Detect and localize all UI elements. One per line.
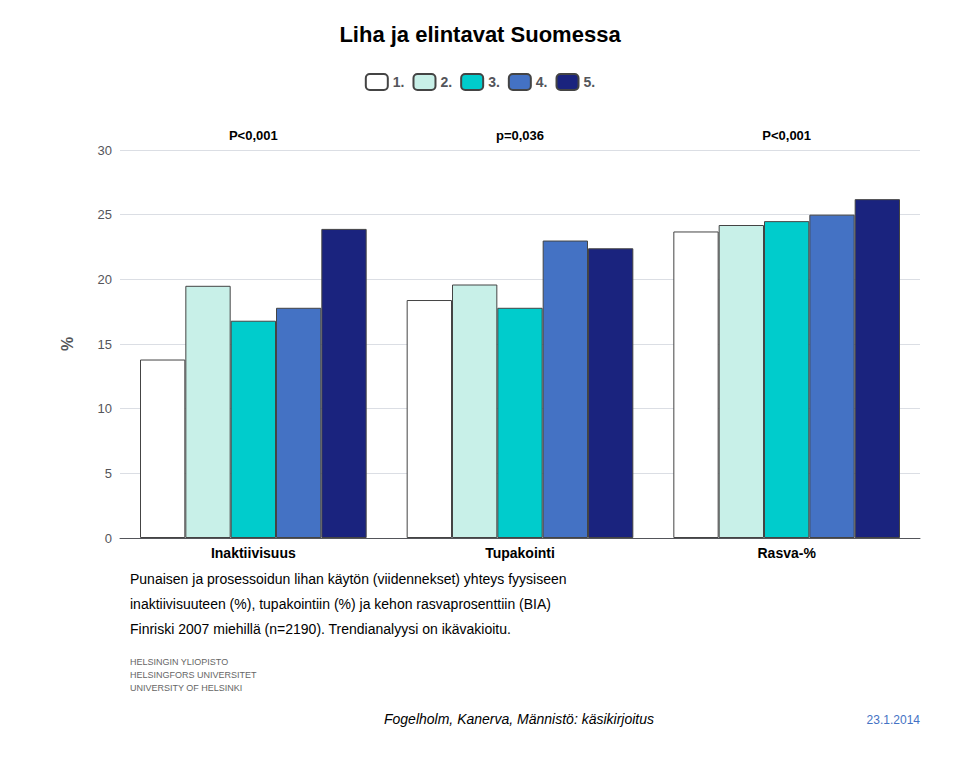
svg-text:5: 5 <box>105 466 112 481</box>
svg-text:inaktiivisuuteen (%), tupakoin: inaktiivisuuteen (%), tupakointiin (%) j… <box>130 596 551 612</box>
svg-text:15: 15 <box>98 337 112 352</box>
svg-text:5.: 5. <box>584 74 596 90</box>
svg-text:0: 0 <box>105 531 112 546</box>
svg-text:2.: 2. <box>440 74 452 90</box>
svg-text:Fogelholm, Kanerva, Männistö:: Fogelholm, Kanerva, Männistö: käsikirjoi… <box>384 711 654 727</box>
svg-text:%: % <box>59 337 76 351</box>
svg-text:4.: 4. <box>536 74 548 90</box>
svg-text:P<0,001: P<0,001 <box>762 128 811 143</box>
svg-text:23.1.2014: 23.1.2014 <box>867 713 921 727</box>
svg-text:Liha ja elintavat Suomessa: Liha ja elintavat Suomessa <box>339 22 621 47</box>
svg-text:Tupakointi: Tupakointi <box>485 545 555 561</box>
svg-text:p=0,036: p=0,036 <box>496 128 544 143</box>
svg-text:Finriski 2007 miehillä (n=2190: Finriski 2007 miehillä (n=2190). Trendia… <box>130 621 511 637</box>
svg-text:Inaktiivisuus: Inaktiivisuus <box>211 545 296 561</box>
svg-text:HELSINGIN YLIOPISTO: HELSINGIN YLIOPISTO <box>130 657 228 667</box>
svg-text:10: 10 <box>98 401 112 416</box>
svg-text:20: 20 <box>98 272 112 287</box>
svg-text:Rasva-%: Rasva-% <box>757 545 816 561</box>
svg-text:3.: 3. <box>488 74 500 90</box>
svg-text:30: 30 <box>98 143 112 158</box>
svg-text:1.: 1. <box>393 74 405 90</box>
svg-text:UNIVERSITY OF HELSINKI: UNIVERSITY OF HELSINKI <box>130 683 242 693</box>
svg-text:P<0,001: P<0,001 <box>229 128 278 143</box>
svg-text:HELSINGFORS UNIVERSITET: HELSINGFORS UNIVERSITET <box>130 670 257 680</box>
svg-text:25: 25 <box>98 207 112 222</box>
svg-text:Punaisen ja prosessoidun lihan: Punaisen ja prosessoidun lihan käytön (v… <box>130 571 567 587</box>
